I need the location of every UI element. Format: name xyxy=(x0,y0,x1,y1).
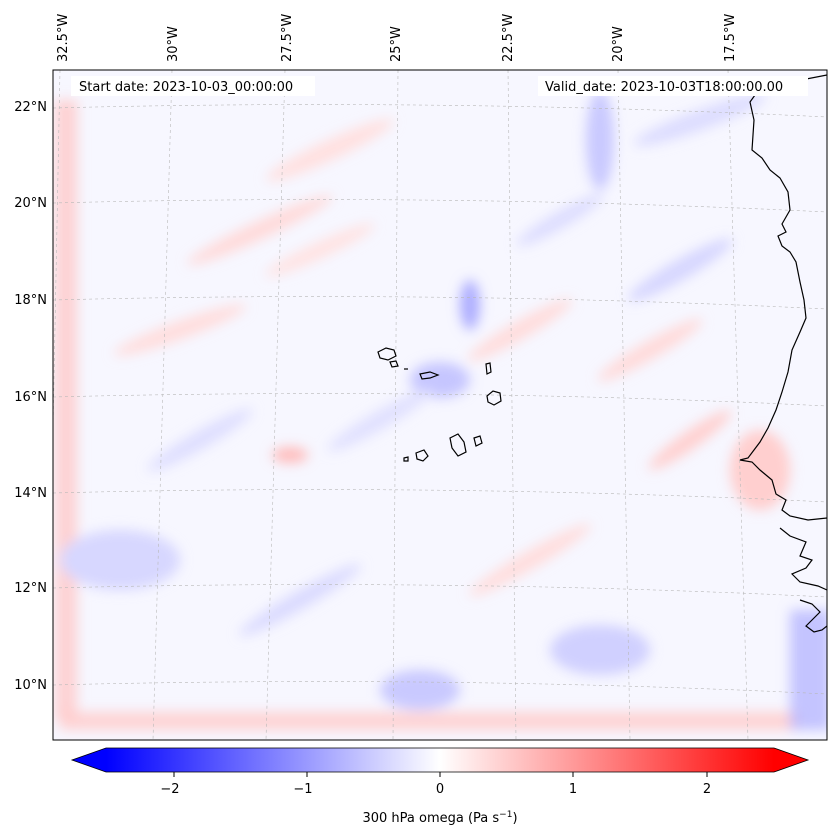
parallel-12n xyxy=(53,584,827,598)
lon-label-25w: 25°W xyxy=(389,26,404,62)
lat-label-16n: 16°N xyxy=(14,390,47,405)
valid-date-box xyxy=(538,76,808,96)
island-fogo xyxy=(415,449,429,462)
colorbar-outline xyxy=(70,747,810,773)
map-frame xyxy=(52,69,828,741)
colorbar-tick-labels: −2 −1 0 1 2 xyxy=(160,782,711,797)
island-sao-nicolau xyxy=(419,371,440,380)
lat-label-20n: 20°N xyxy=(14,196,47,211)
lat-label-14n: 14°N xyxy=(14,486,47,501)
colorbar-tick-label: 2 xyxy=(703,782,711,797)
island-sao-vicente xyxy=(389,360,399,368)
lat-label-12n: 12°N xyxy=(14,581,47,596)
start-date-box xyxy=(71,76,315,96)
parallel-10n xyxy=(53,681,827,695)
lon-label-30w: 30°W xyxy=(166,26,181,62)
island-santo-antao xyxy=(377,347,397,361)
island-brava xyxy=(403,456,409,462)
colorbar-ticks xyxy=(173,772,708,777)
colorbar: −2 −1 0 1 2 300 hPa omega (Pa s−1) xyxy=(70,747,810,826)
cape-verde-islands xyxy=(377,347,502,462)
valid-date-text: Valid_date: 2023-10-03T18:00:00.00 xyxy=(545,80,783,95)
colorbar-label-exponent: −1 xyxy=(499,810,512,820)
meridian-25w xyxy=(392,70,399,740)
colorbar-tick-label: 0 xyxy=(436,782,444,797)
meridian-17-5w xyxy=(727,70,749,740)
island-boa-vista xyxy=(486,390,502,406)
island-maio xyxy=(473,435,483,447)
meridian-20w xyxy=(617,70,631,740)
start-date-text: Start date: 2023-10-03_00:00:00 xyxy=(79,80,293,95)
latitude-labels: 22°N 20°N 18°N 16°N 14°N 12°N 10°N xyxy=(14,100,47,693)
omega-field-background xyxy=(53,70,827,740)
colorbar-label-close: ) xyxy=(512,811,517,826)
colorbar-label-main: 300 hPa omega (Pa s xyxy=(362,811,499,826)
longitude-labels: 32.5°W 30°W 27.5°W 25°W 22.5°W 20°W 17.5… xyxy=(56,14,738,62)
date-annotations: Start date: 2023-10-03_00:00:00 Valid_da… xyxy=(71,76,808,96)
meridian-22-5w xyxy=(507,70,517,740)
lon-label-27-5w: 27.5°W xyxy=(280,14,295,62)
meridian-30w xyxy=(152,70,173,740)
parallel-22n xyxy=(53,104,827,118)
lat-label-22n: 22°N xyxy=(14,100,47,115)
meridian-27-5w xyxy=(265,70,286,740)
map-panel xyxy=(53,70,827,740)
lat-label-18n: 18°N xyxy=(14,293,47,308)
island-sal xyxy=(485,362,492,375)
lon-label-20w: 20°W xyxy=(611,26,626,62)
colorbar-label: 300 hPa omega (Pa s−1) xyxy=(362,810,517,826)
parallel-20n xyxy=(53,199,827,213)
lat-label-10n: 10°N xyxy=(14,678,47,693)
lon-label-17-5w: 17.5°W xyxy=(723,14,738,62)
parallel-18n xyxy=(53,296,827,310)
lon-label-32-5w: 32.5°W xyxy=(56,14,71,62)
africa-coastline xyxy=(739,74,827,633)
colorbar-gradient xyxy=(106,748,774,772)
colorbar-max-extension xyxy=(774,748,808,772)
colorbar-tick-label: 1 xyxy=(569,782,577,797)
colorbar-tick-label: −1 xyxy=(293,782,312,797)
island-santiago xyxy=(449,433,467,457)
colorbar-tick-label: −2 xyxy=(160,782,179,797)
colorbar-min-extension xyxy=(72,748,106,772)
parallel-16n xyxy=(53,393,827,407)
graticule xyxy=(53,70,827,740)
parallel-14n xyxy=(53,489,827,503)
lon-label-22-5w: 22.5°W xyxy=(501,14,516,62)
